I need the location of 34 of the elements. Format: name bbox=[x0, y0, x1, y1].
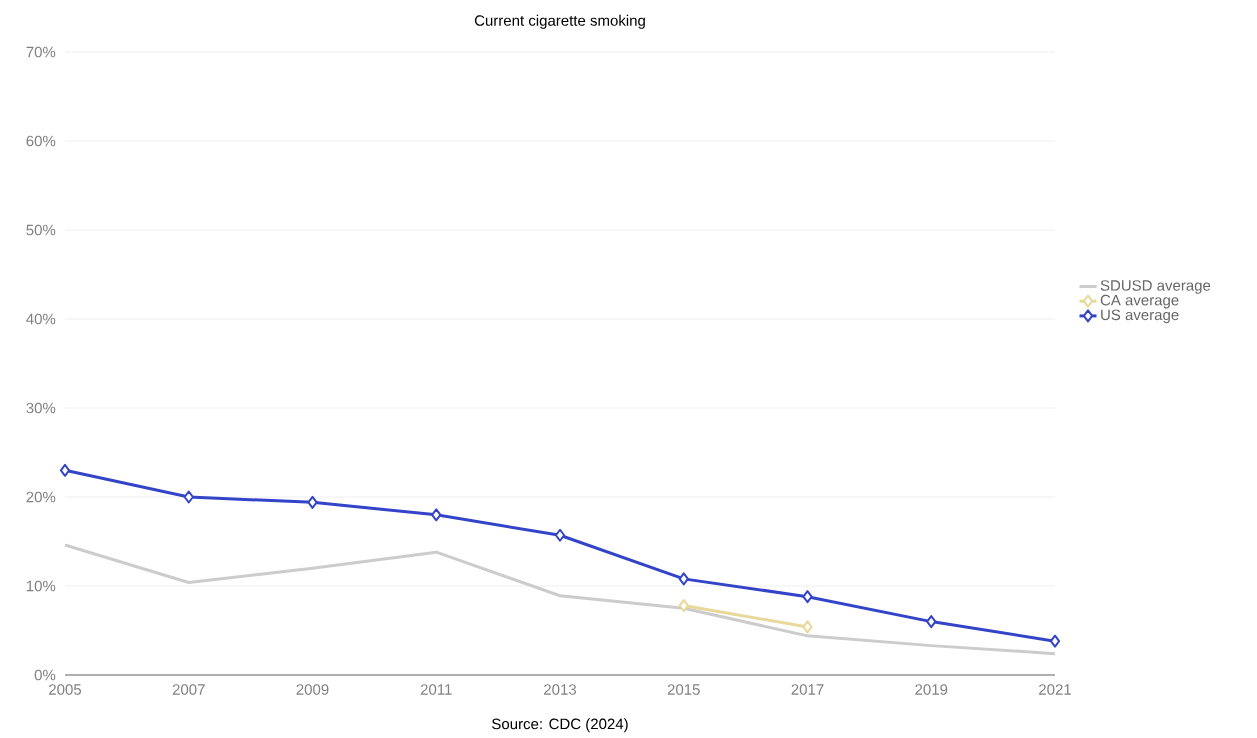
point bbox=[1049, 634, 1061, 648]
line-series bbox=[63, 543, 1057, 656]
y-tick-label: 40% bbox=[26, 313, 56, 325]
y-tick-label: 30% bbox=[26, 402, 56, 414]
point bbox=[431, 508, 442, 522]
x-tick-label: 2011 bbox=[420, 684, 452, 695]
x-tick-label: 2013 bbox=[544, 684, 577, 695]
point bbox=[926, 615, 937, 629]
point bbox=[678, 599, 689, 613]
y-tick-label: 50% bbox=[26, 224, 56, 236]
point bbox=[59, 463, 71, 477]
point bbox=[307, 495, 318, 509]
legend-label: CA average bbox=[1100, 294, 1179, 309]
source-note: Source: CDC (2024) bbox=[492, 718, 628, 733]
point bbox=[802, 590, 813, 604]
y-tick-label: 60% bbox=[26, 135, 56, 147]
x-tick-label: 2019 bbox=[915, 684, 948, 695]
legend-label: SDUSD average bbox=[1100, 280, 1211, 294]
y-tick-label: 10% bbox=[26, 580, 56, 592]
point bbox=[554, 528, 566, 542]
chart-title: Current cigarette smoking bbox=[474, 14, 645, 29]
x-tick-label: 2017 bbox=[791, 684, 824, 695]
y-tick-label: 0% bbox=[34, 669, 56, 681]
point bbox=[678, 572, 689, 586]
y-tick-label: 20% bbox=[26, 491, 56, 503]
point bbox=[183, 490, 194, 504]
legend-label: US average bbox=[1101, 309, 1179, 324]
x-tick-label: 2007 bbox=[172, 684, 205, 695]
x-tick-label: 2015 bbox=[667, 684, 700, 695]
x-tick-label: 2021 bbox=[1039, 684, 1071, 695]
x-tick-label: 2005 bbox=[49, 684, 82, 695]
point bbox=[802, 620, 813, 634]
y-tick-label: 70% bbox=[26, 46, 56, 58]
x-tick-label: 2009 bbox=[296, 684, 329, 695]
